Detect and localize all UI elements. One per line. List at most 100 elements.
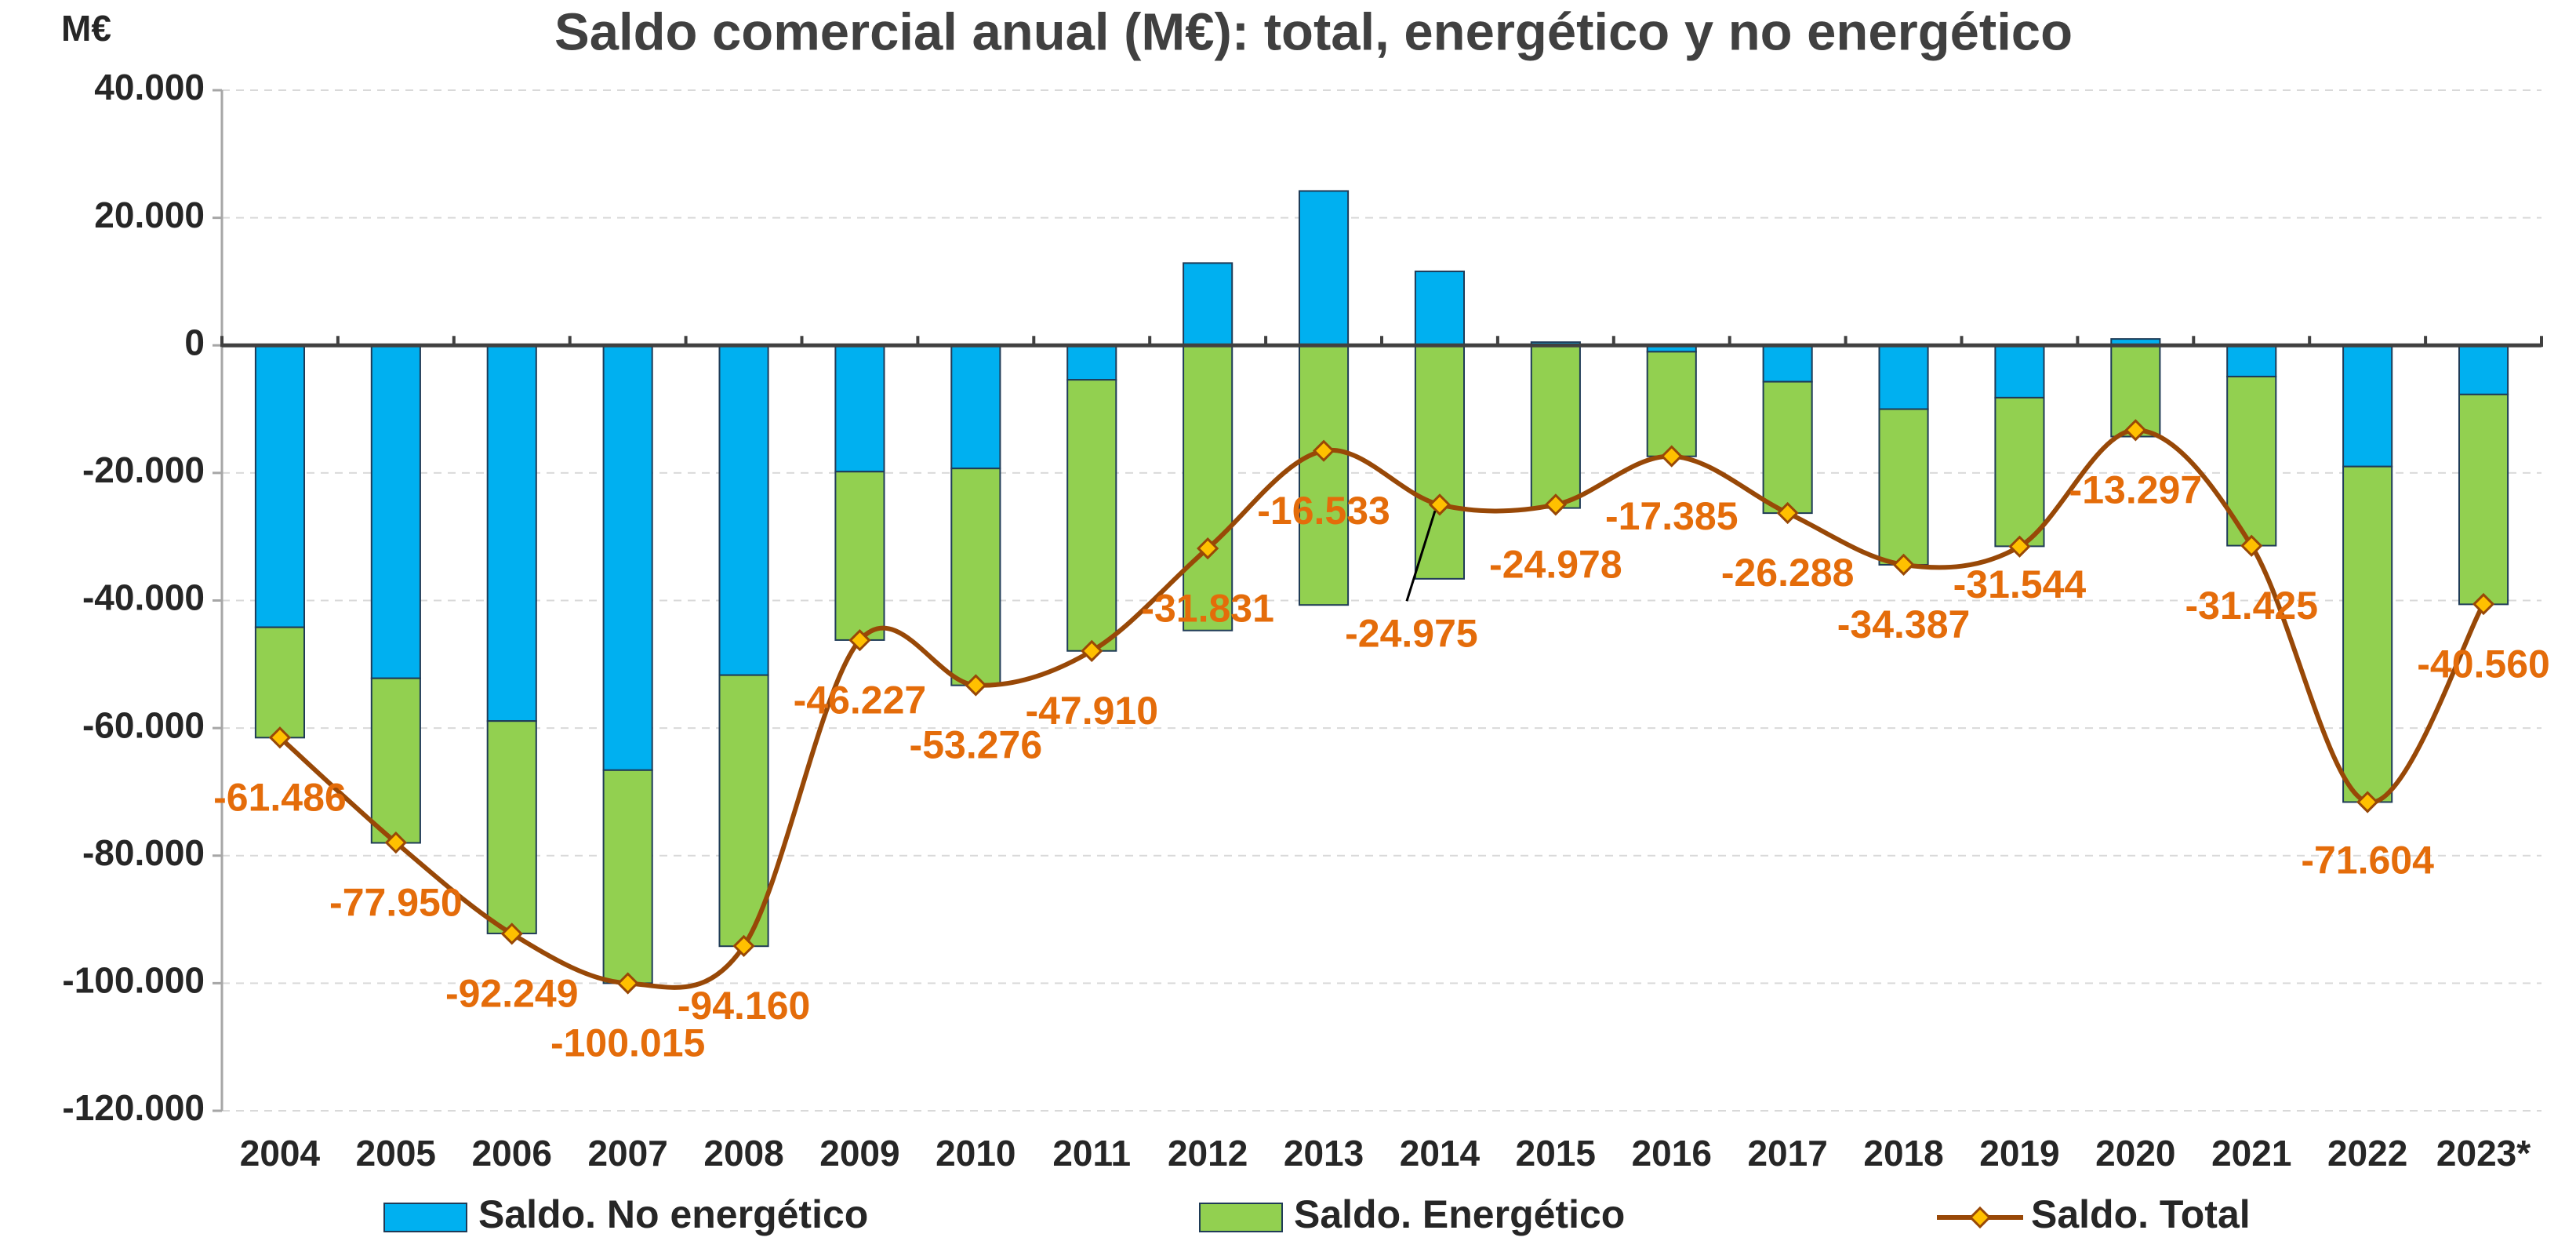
x-tick-label: 2023* bbox=[2436, 1133, 2531, 1174]
y-tick-label: 0 bbox=[184, 322, 205, 362]
bar bbox=[1646, 351, 1697, 457]
marker bbox=[1544, 493, 1567, 516]
marker bbox=[1081, 639, 1103, 662]
data-label: -71.604 bbox=[2301, 839, 2434, 883]
y-tick-label: -120.000 bbox=[62, 1087, 205, 1128]
data-label: -16.533 bbox=[1257, 489, 1390, 533]
data-label: -40.560 bbox=[2417, 642, 2550, 686]
bar bbox=[2342, 344, 2393, 468]
data-label: -34.387 bbox=[1837, 602, 1971, 646]
marker bbox=[500, 923, 523, 945]
data-label: -31.544 bbox=[1953, 562, 2087, 606]
legend-swatch bbox=[383, 1203, 467, 1232]
marker bbox=[2008, 535, 2031, 558]
marker bbox=[2240, 534, 2263, 557]
data-label: -26.288 bbox=[1721, 551, 1855, 595]
bar bbox=[370, 344, 421, 679]
line bbox=[278, 428, 2486, 990]
data-label: -92.249 bbox=[445, 972, 579, 1016]
marker bbox=[965, 674, 987, 697]
marker bbox=[2472, 592, 2495, 616]
chart-title: Saldo comercial anual (M€): total, energ… bbox=[554, 3, 2073, 62]
data-label: -13.297 bbox=[2069, 468, 2203, 512]
y-tick-label: 20.000 bbox=[94, 195, 205, 235]
x-tick-label: 2018 bbox=[1863, 1133, 1943, 1174]
y-tick-label: -20.000 bbox=[82, 449, 205, 490]
x-tick-label: 2020 bbox=[2095, 1133, 2175, 1174]
bar bbox=[950, 344, 1001, 470]
bar bbox=[718, 674, 769, 948]
bar bbox=[1414, 270, 1466, 347]
x-tick-label: 2016 bbox=[1632, 1133, 1712, 1174]
x-tick-label: 2014 bbox=[1400, 1133, 1481, 1174]
x-tick-label: 2008 bbox=[703, 1133, 783, 1174]
bar bbox=[2226, 344, 2277, 378]
data-label: -100.015 bbox=[550, 1021, 705, 1065]
legend-label: Saldo. Total bbox=[2031, 1192, 2251, 1236]
bar bbox=[2458, 393, 2509, 606]
marker bbox=[2124, 419, 2147, 442]
x-tick-label: 2006 bbox=[472, 1133, 552, 1174]
data-label: -47.910 bbox=[1025, 689, 1158, 733]
x-tick-label: 2004 bbox=[240, 1133, 321, 1174]
bar bbox=[602, 769, 653, 984]
bar bbox=[1183, 262, 1234, 347]
marker bbox=[1776, 501, 1799, 525]
bar bbox=[1762, 380, 1813, 515]
bar bbox=[834, 471, 885, 641]
x-tick-label: 2009 bbox=[819, 1133, 899, 1174]
marker bbox=[2356, 791, 2379, 813]
bar bbox=[2458, 344, 2509, 395]
bar bbox=[1298, 190, 1350, 347]
bar bbox=[1994, 344, 2045, 399]
marker bbox=[384, 831, 407, 854]
marker bbox=[1312, 439, 1335, 462]
y-tick-label: -60.000 bbox=[82, 704, 205, 745]
bar bbox=[1298, 344, 1350, 606]
data-label: -77.950 bbox=[329, 880, 463, 924]
marker bbox=[1197, 537, 1219, 560]
x-tick-label: 2005 bbox=[356, 1133, 436, 1174]
bar bbox=[1762, 344, 1813, 383]
bar bbox=[950, 468, 1001, 686]
bar bbox=[1878, 408, 1929, 566]
x-tick-label: 2015 bbox=[1516, 1133, 1596, 1174]
bar bbox=[1183, 344, 1234, 631]
leader-line bbox=[1405, 510, 1437, 602]
y-tick-label: -80.000 bbox=[82, 832, 205, 873]
x-tick-label: 2019 bbox=[1979, 1133, 2059, 1174]
bar bbox=[718, 344, 769, 676]
bar bbox=[254, 344, 306, 628]
bar bbox=[1530, 344, 1581, 509]
y-tick-label: 40.000 bbox=[94, 67, 205, 107]
legend-marker bbox=[1968, 1206, 1992, 1229]
x-tick-label: 2017 bbox=[1747, 1133, 1827, 1174]
legend-label: Saldo. No energético bbox=[478, 1192, 868, 1236]
marker bbox=[848, 629, 871, 652]
bar bbox=[486, 720, 537, 934]
bar bbox=[254, 626, 306, 739]
data-label: -61.486 bbox=[213, 775, 347, 819]
bar bbox=[1066, 344, 1117, 381]
x-tick-label: 2011 bbox=[1052, 1133, 1131, 1174]
y-tick-label: -40.000 bbox=[82, 577, 205, 618]
marker bbox=[1660, 445, 1683, 468]
marker bbox=[1892, 553, 1915, 576]
bar bbox=[1414, 344, 1466, 580]
x-tick-label: 2012 bbox=[1168, 1133, 1248, 1174]
data-label: -24.978 bbox=[1489, 543, 1622, 587]
marker bbox=[1428, 493, 1451, 516]
bar bbox=[370, 677, 421, 844]
data-label: -24.975 bbox=[1345, 612, 1478, 656]
x-tick-label: 2022 bbox=[2327, 1133, 2407, 1174]
data-label: -94.160 bbox=[678, 984, 811, 1028]
data-label: -31.425 bbox=[2185, 584, 2318, 628]
y-tick-label: -100.000 bbox=[62, 960, 205, 1001]
data-label: -17.385 bbox=[1605, 494, 1739, 538]
bar bbox=[602, 344, 653, 771]
x-tick-label: 2007 bbox=[587, 1133, 667, 1174]
bar bbox=[1994, 396, 2045, 548]
legend-label: Saldo. Energético bbox=[1294, 1192, 1625, 1236]
bar bbox=[2342, 465, 2393, 803]
